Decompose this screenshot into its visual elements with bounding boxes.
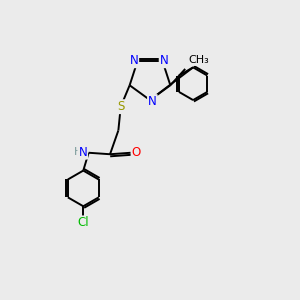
Text: CH₃: CH₃ [188,56,209,65]
Text: N: N [78,146,87,159]
Text: H: H [74,147,82,157]
Text: S: S [117,100,124,113]
Text: N: N [160,54,168,67]
Text: N: N [148,95,157,108]
Text: Cl: Cl [77,216,89,230]
Text: O: O [132,146,141,159]
Text: N: N [130,54,138,67]
